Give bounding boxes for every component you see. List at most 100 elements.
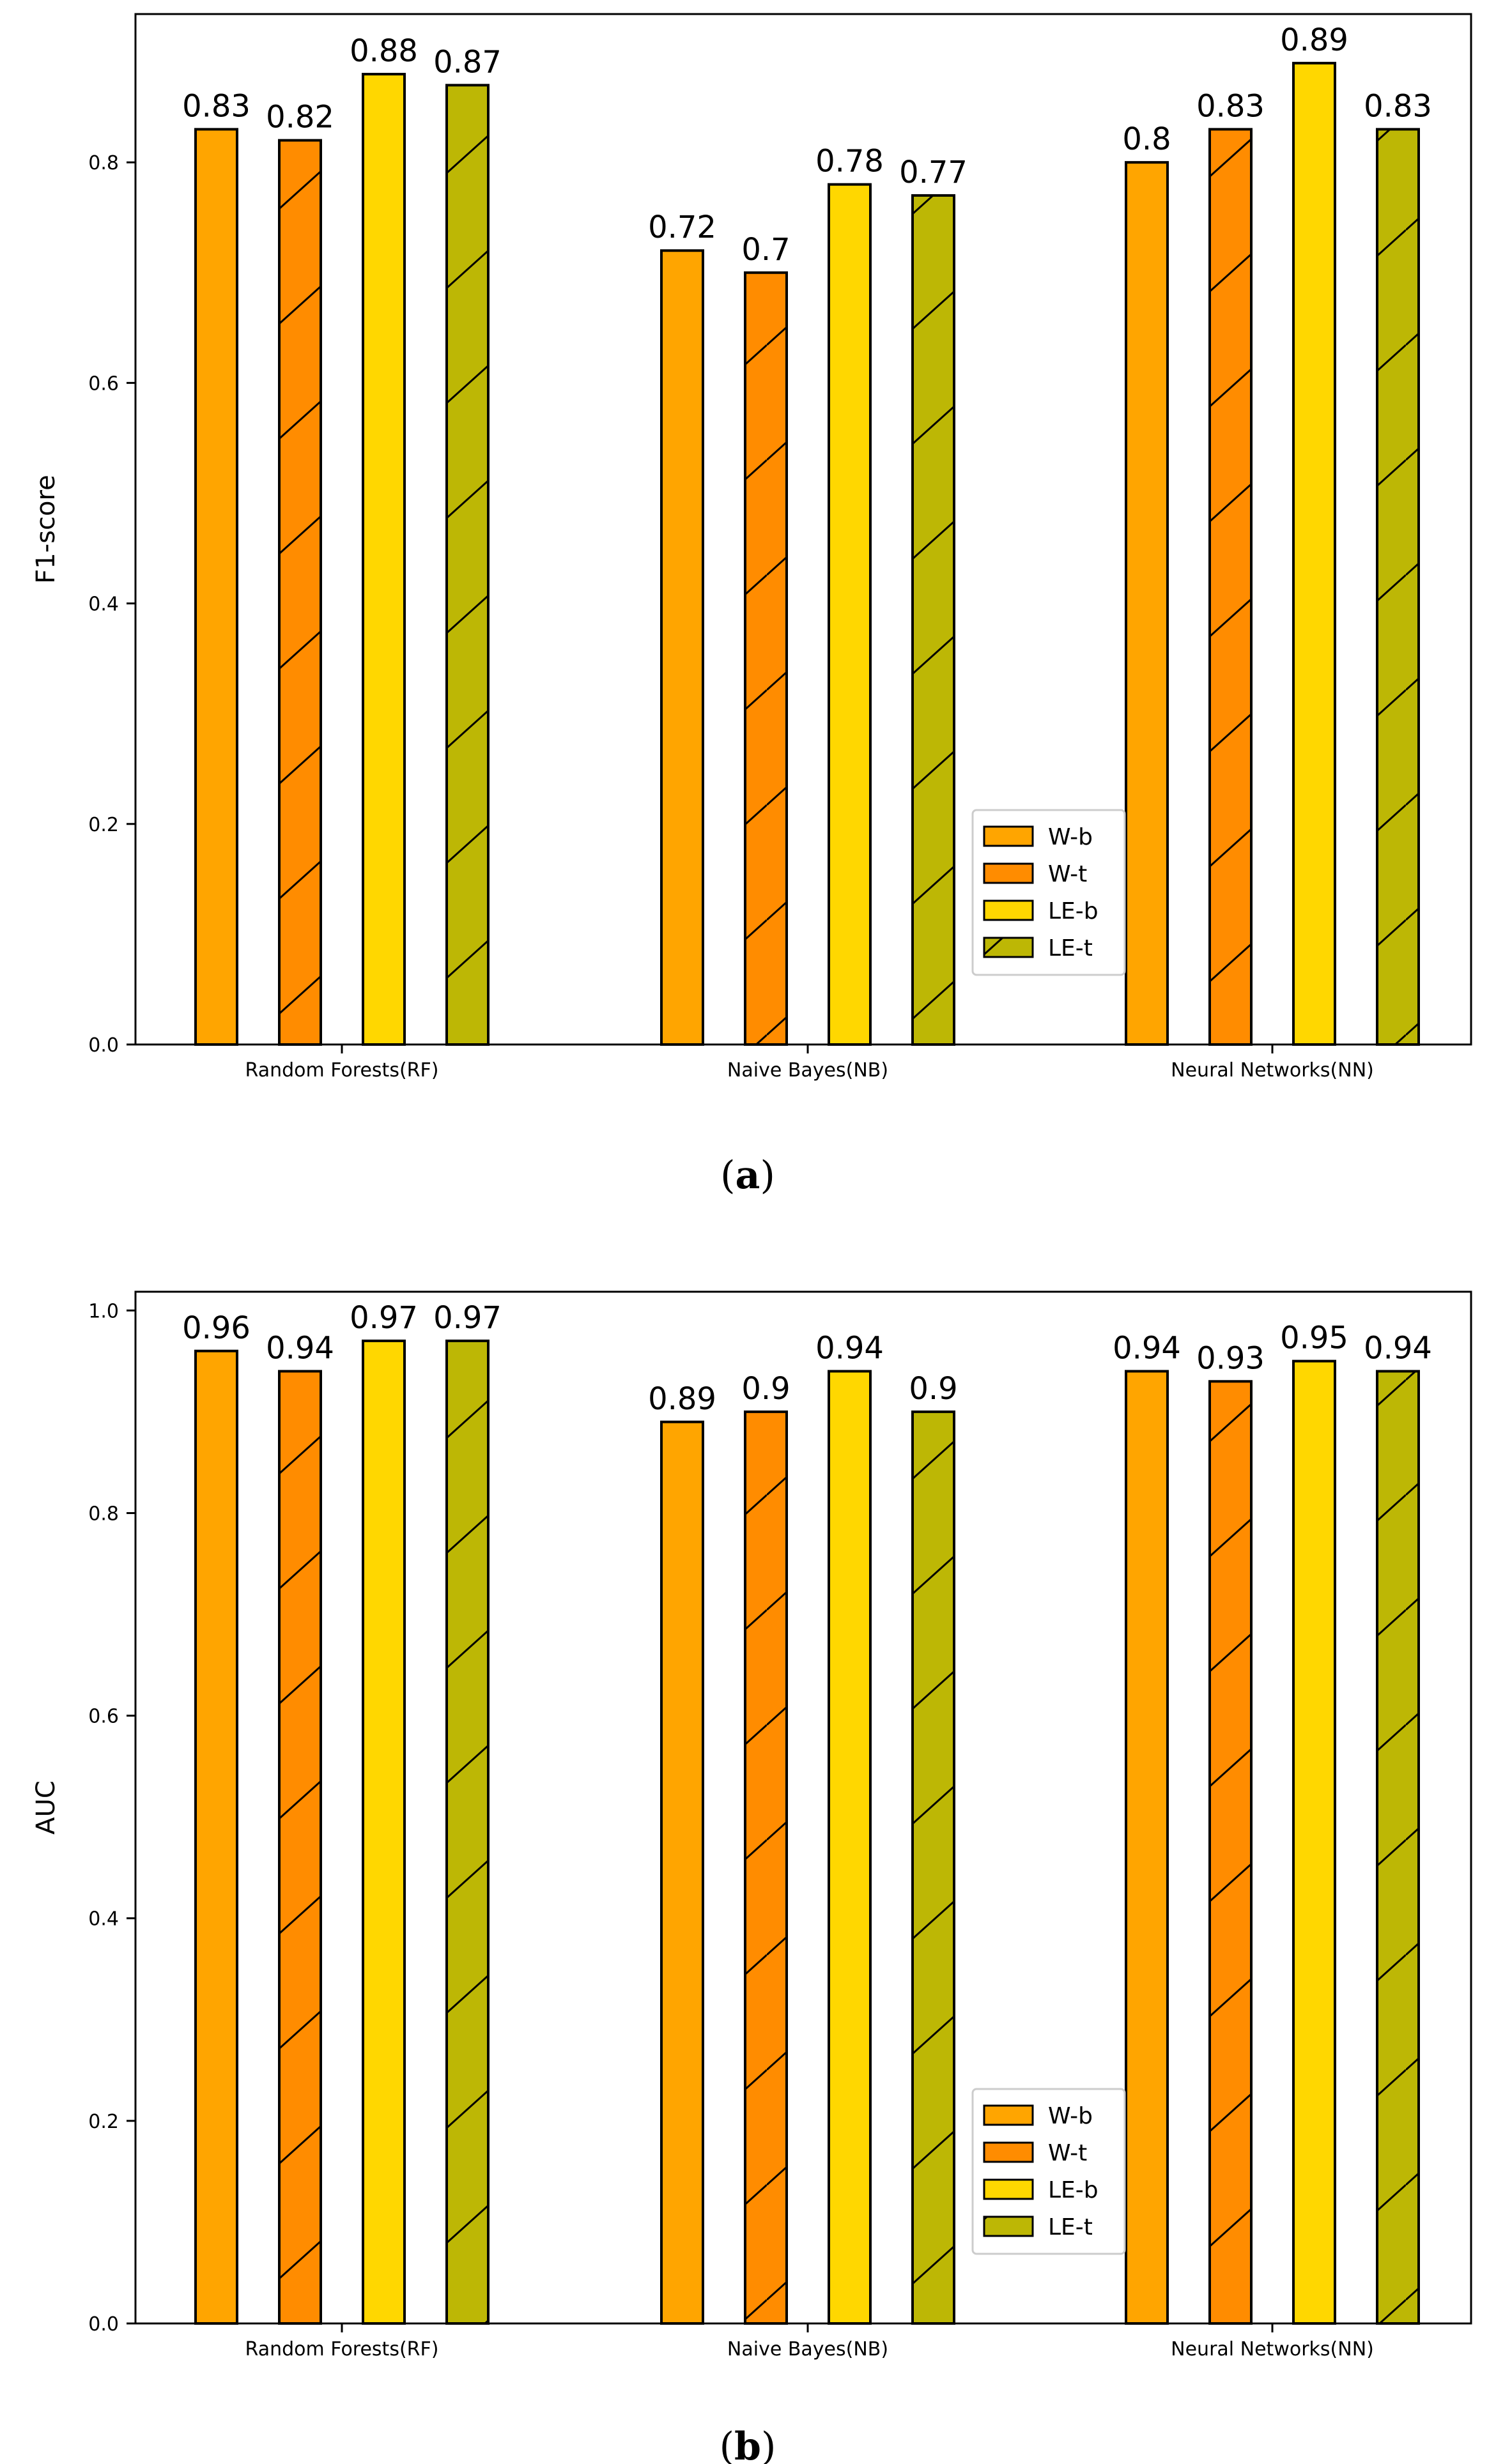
panel-caption-a: (a) — [720, 1153, 775, 1198]
bar-LE-t-0 — [445, 1339, 490, 2325]
data-label-LE-t-1: 0.9 — [909, 1371, 957, 1407]
bar-W-t-0 — [278, 139, 322, 1046]
bar-LE-b-2 — [1292, 1359, 1336, 2325]
data-label-LE-t-2: 0.83 — [1364, 88, 1432, 124]
bar-W-t-2 — [1208, 1380, 1253, 2325]
y-tick-label: 0.0 — [88, 1034, 119, 1057]
data-label-LE-b-1: 0.78 — [815, 144, 884, 180]
panel-a: 0.83 0.72 0.8 0.82 0.7 0.83 0.88 0.78 0.89 0.87 0.… — [31, 13, 1472, 1198]
bar-W-b-1 — [660, 249, 704, 1046]
data-label-W-t-1: 0.7 — [741, 232, 790, 268]
caption-open: ( — [720, 1153, 735, 1198]
data-label-LE-b-0: 0.88 — [350, 33, 418, 69]
data-label-LE-t-2: 0.94 — [1364, 1330, 1432, 1366]
bar-W-b-2 — [1125, 161, 1169, 1046]
y-tick-label: 0.8 — [88, 1503, 119, 1525]
data-label-W-t-0: 0.82 — [266, 100, 334, 135]
y-axis-a: 0.0 0.2 0.4 0.6 0.8 — [88, 152, 135, 1057]
y-tick-label: 1.0 — [88, 1300, 119, 1322]
bar-W-t-1 — [744, 271, 788, 1046]
x-tick-label: Naive Bayes(NB) — [727, 2338, 888, 2361]
y-tick-label: 0.8 — [88, 152, 119, 174]
bar-LE-b-0 — [362, 1339, 406, 2325]
bars-a — [194, 61, 1420, 1046]
panel-caption-b: (b) — [720, 2424, 776, 2464]
legend-label-W-b: W-b — [1048, 2103, 1093, 2129]
legend-a: W-b W-t LE-b LE-t — [971, 809, 1126, 976]
x-tick-label: Naive Bayes(NB) — [727, 1059, 888, 1082]
caption-letter: b — [734, 2424, 761, 2464]
plot-frame-b — [134, 1290, 1472, 2325]
legend-b: W-b W-t LE-b LE-t — [971, 2088, 1126, 2255]
data-label-W-b-2: 0.94 — [1113, 1330, 1181, 1366]
panel-b: 0.96 0.89 0.94 0.94 0.9 0.93 0.97 0.94 0.95 0.97 0… — [31, 1290, 1472, 2464]
data-label-W-b-0: 0.96 — [182, 1310, 251, 1346]
bar-W-t-2 — [1208, 128, 1253, 1046]
bar-LE-b-1 — [828, 1370, 872, 2325]
legend-swatch-LE-t — [983, 2215, 1034, 2237]
legend-label-LE-b: LE-b — [1048, 898, 1099, 924]
caption-letter: a — [736, 1153, 760, 1198]
x-tick-label: Neural Networks(NN) — [1171, 2338, 1374, 2361]
legend-swatch-LE-b — [983, 899, 1034, 921]
bar-LE-b-0 — [362, 73, 406, 1046]
data-label-W-t-2: 0.83 — [1196, 88, 1265, 124]
bar-W-b-1 — [660, 1420, 704, 2325]
y-axis-label: AUC — [31, 1780, 61, 1835]
caption-open: ( — [720, 2424, 734, 2464]
legend-swatch-LE-b — [983, 2178, 1034, 2200]
bar-LE-t-2 — [1376, 1370, 1420, 2325]
y-tick-label: 0.4 — [88, 593, 119, 616]
data-label-W-b-2: 0.8 — [1122, 121, 1171, 157]
bar-W-t-0 — [278, 1370, 322, 2325]
data-label-LE-b-1: 0.94 — [815, 1330, 884, 1366]
data-label-LE-b-0: 0.97 — [350, 1300, 418, 1336]
legend-box — [971, 809, 1126, 976]
bar-LE-t-2 — [1376, 128, 1420, 1046]
data-label-LE-t-1: 0.77 — [899, 155, 968, 190]
caption-close: ) — [760, 1153, 775, 1198]
legend-label-W-t: W-t — [1048, 861, 1087, 887]
legend-label-W-t: W-t — [1048, 2140, 1087, 2166]
bar-W-b-0 — [194, 128, 238, 1046]
data-label-LE-b-2: 0.95 — [1280, 1320, 1348, 1356]
caption-close: ) — [761, 2424, 776, 2464]
y-axis-label: F1-score — [31, 475, 61, 583]
legend-swatch-W-b — [983, 2104, 1034, 2126]
bar-LE-b-2 — [1292, 61, 1336, 1046]
bar-W-t-1 — [744, 1410, 788, 2325]
bar-LE-t-1 — [911, 194, 955, 1046]
legend-swatch-W-t — [983, 2141, 1034, 2163]
x-axis-b: Random Forests(RF) Naive Bayes(NB) Neural … — [245, 2323, 1374, 2361]
bar-LE-b-1 — [828, 183, 872, 1046]
data-label-W-b-0: 0.83 — [182, 88, 251, 124]
x-tick-label: Neural Networks(NN) — [1171, 1059, 1374, 1082]
legend-swatch-W-b — [983, 825, 1034, 847]
data-label-W-t-1: 0.9 — [741, 1371, 790, 1407]
data-label-W-t-0: 0.94 — [266, 1330, 334, 1366]
y-tick-label: 0.2 — [88, 2111, 119, 2133]
bar-LE-t-1 — [911, 1410, 955, 2325]
legend-swatch-LE-t — [983, 937, 1034, 958]
x-tick-label: Random Forests(RF) — [245, 2338, 439, 2361]
bar-W-b-0 — [194, 1349, 238, 2325]
data-labels-b: 0.96 0.89 0.94 0.94 0.9 0.93 0.97 0.94 0.95 0.97 0… — [182, 1300, 1432, 1417]
y-tick-label: 0.4 — [88, 1908, 119, 1931]
data-label-W-b-1: 0.72 — [648, 210, 716, 245]
x-tick-label: Random Forests(RF) — [245, 1059, 439, 1082]
bar-W-b-2 — [1125, 1370, 1169, 2325]
bars-b — [194, 1339, 1420, 2325]
legend-label-LE-b: LE-b — [1048, 2177, 1099, 2203]
bar-LE-t-0 — [445, 84, 490, 1046]
data-labels-a: 0.83 0.72 0.8 0.82 0.7 0.83 0.88 0.78 0.89 0.87 0.… — [182, 22, 1432, 268]
x-axis-a: Random Forests(RF) Naive Bayes(NB) Neural … — [245, 1045, 1374, 1082]
legend-label-W-b: W-b — [1048, 824, 1093, 850]
y-tick-label: 0.6 — [88, 1706, 119, 1728]
data-label-LE-b-2: 0.89 — [1280, 22, 1348, 58]
legend-box — [971, 2088, 1126, 2255]
legend-label-LE-t: LE-t — [1048, 2214, 1093, 2240]
y-tick-label: 0.2 — [88, 814, 119, 836]
data-label-W-t-2: 0.93 — [1196, 1340, 1265, 1376]
y-tick-label: 0.0 — [88, 2313, 119, 2336]
